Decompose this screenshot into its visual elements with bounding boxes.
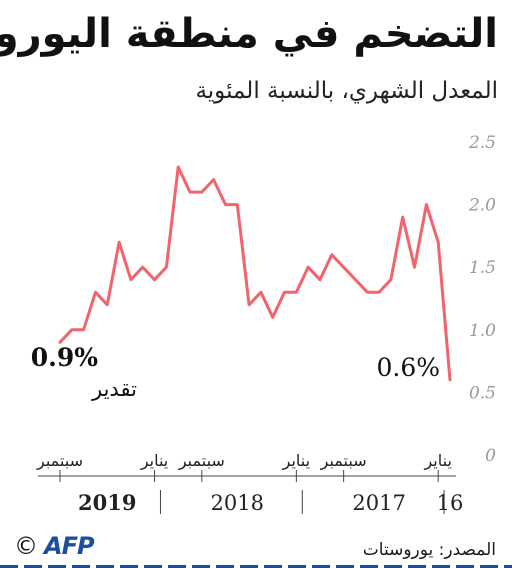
year-label: 2017 (352, 491, 405, 515)
year-label: 16 (437, 491, 464, 515)
year-label: 2018 (211, 491, 264, 515)
afp-credit: © AFP (14, 532, 95, 560)
y-tick-label: 0.5 (469, 383, 496, 403)
chart-subtitle: المعدل الشهري، بالنسبة المئوية (195, 78, 498, 104)
annotation-latest-value: 0.6% (376, 353, 440, 382)
x-tick-label: يناير (282, 451, 310, 471)
y-tick-label: 0 (485, 446, 496, 466)
x-tick-label: يناير (140, 451, 168, 471)
chart-title: التضخم في منطقة اليورو (0, 11, 498, 57)
x-tick-label: يناير (423, 451, 451, 471)
line-chart: 0 0.5 1.0 1.5 2.0 2.5 يناير سبتمبر يناير سبتمبر ين… (31, 133, 496, 515)
annotation-estimate-label: تقدير (91, 377, 137, 401)
y-tick-label: 1.5 (469, 258, 496, 278)
x-tick-label: سبتمبر (36, 451, 83, 471)
footer-strip (0, 565, 512, 568)
y-tick-label: 2.0 (468, 196, 496, 216)
year-label: 2019 (78, 490, 136, 515)
y-tick-label: 2.5 (468, 133, 496, 153)
copyright-icon: © (14, 532, 38, 560)
x-tick-label: سبتمبر (178, 451, 225, 471)
x-tick-label: سبتمبر (320, 451, 367, 471)
annotation-estimate-value: 0.9% (31, 343, 98, 372)
series-line (58, 165, 452, 382)
afp-logo: AFP (44, 532, 95, 560)
y-tick-label: 1.0 (469, 321, 496, 341)
source-note: المصدر: يوروستات (362, 540, 496, 560)
